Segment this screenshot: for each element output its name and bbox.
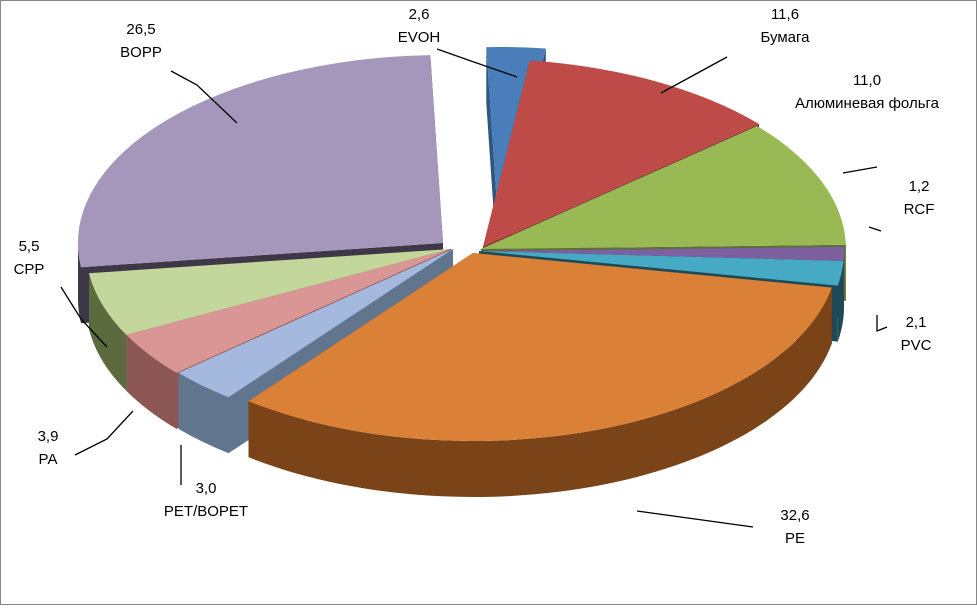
data-label-value: 26,5 [126, 21, 155, 38]
data-label-value: 11,0 [853, 72, 881, 89]
data-label-name: EVOH [398, 29, 441, 46]
data-label-name: Бумага [761, 29, 811, 46]
leader-line [660, 56, 728, 94]
leader-line [876, 315, 888, 332]
slice-side [89, 273, 127, 391]
data-label-name: PA [39, 451, 58, 468]
data-label-value: 1,2 [909, 178, 930, 195]
slice-top [483, 60, 759, 247]
data-label-value: 2,1 [906, 314, 927, 331]
leader-line [170, 70, 238, 124]
slice-side [77, 243, 81, 324]
pie-slice-pe [248, 253, 832, 497]
leader-line [868, 226, 882, 232]
data-label-value: 2,6 [409, 6, 430, 23]
slice-top [89, 249, 451, 335]
slice-top [481, 126, 846, 249]
data-label-value: 5,5 [19, 238, 40, 255]
leader-line [436, 48, 518, 78]
leader-line [842, 166, 878, 174]
leader-line [636, 510, 754, 528]
slice-top [126, 249, 452, 373]
data-labels: 2,6 EVOH 11,6 Бумага 11,0 Алюминевая фольга 1,… [14, 6, 940, 547]
slice-side [843, 251, 845, 317]
pie-slices [77, 46, 846, 497]
data-label-value: 3,9 [38, 428, 59, 445]
data-label-name: CPP [14, 261, 45, 278]
slice-top [479, 251, 844, 286]
slice-side [126, 334, 177, 429]
data-label-name: RCF [904, 201, 935, 218]
data-label-value: 3,0 [196, 480, 217, 497]
leader-line [60, 286, 108, 348]
slice-top [248, 253, 832, 441]
slice-side [248, 287, 832, 497]
data-label-value: 11,6 [771, 6, 799, 23]
leader-lines [60, 48, 888, 528]
slice-top [479, 246, 844, 261]
data-label-name: BOPP [120, 44, 162, 61]
data-label-name: PVC [901, 337, 932, 354]
data-label-name: PET/BOPET [164, 503, 248, 520]
data-label-value: 32,6 [780, 507, 809, 524]
slice-side [837, 261, 844, 342]
slice-top [178, 249, 453, 398]
data-label-name: Алюминевая фольга [795, 95, 940, 112]
slice-side [178, 372, 229, 454]
leader-line [74, 410, 134, 456]
data-label-name: PE [785, 530, 805, 547]
slice-top [77, 55, 443, 268]
